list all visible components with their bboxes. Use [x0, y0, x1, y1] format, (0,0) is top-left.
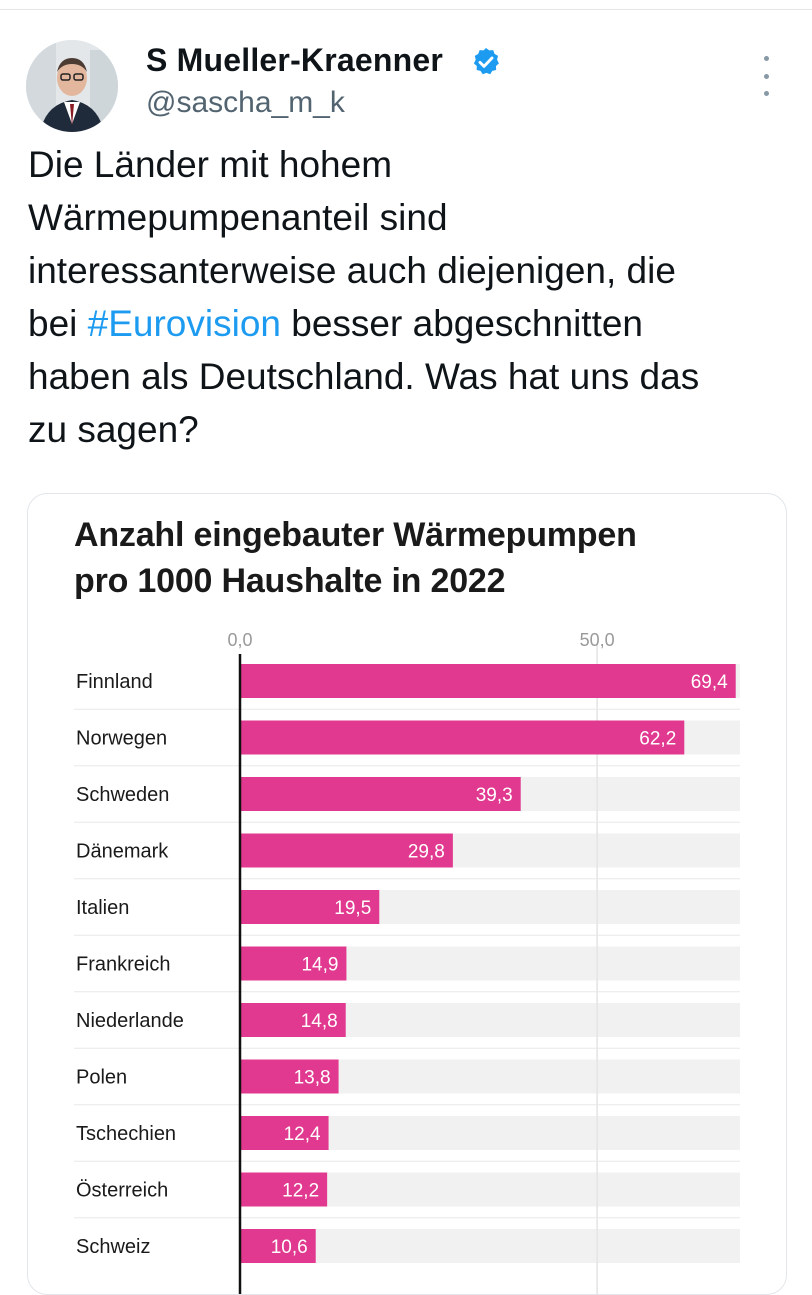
author-handle[interactable]: @sascha_m_k [146, 86, 345, 119]
category-label: Österreich [76, 1180, 168, 1202]
bar-value-label: 39,3 [476, 785, 513, 806]
bar-value-label: 29,8 [408, 842, 445, 863]
category-label: Dänemark [76, 841, 169, 863]
tweet-text-line: haben als Deutschland. Was hat uns das [28, 356, 700, 397]
category-label: Finnland [76, 671, 153, 693]
bar-value-label: 12,2 [282, 1181, 319, 1202]
bar-value-label: 62,2 [639, 729, 676, 750]
bar [240, 946, 347, 981]
category-label: Norwegen [76, 728, 167, 750]
category-label: Schweden [76, 784, 169, 806]
avatar[interactable] [26, 40, 118, 132]
bar-value-label: 14,8 [301, 1011, 338, 1032]
tweet-text-line: bei #Eurovision besser abgeschnitten [28, 297, 798, 350]
bar [240, 777, 521, 811]
bar [240, 1003, 346, 1037]
x-tick-label: 50,0 [580, 630, 615, 650]
more-options-icon[interactable] [752, 56, 780, 96]
bar [240, 890, 380, 924]
category-label: Polen [76, 1067, 127, 1089]
tweet-text-line: Die Länder mit hohem [28, 144, 393, 185]
category-label: Italien [76, 897, 129, 919]
tweet-text-line: zu sagen? [28, 409, 199, 450]
tweet-text-fragment: bei [28, 303, 88, 344]
bar [240, 1116, 329, 1150]
avatar-photo [26, 40, 118, 132]
bar-value-label: 69,4 [691, 672, 728, 693]
bar [240, 1229, 316, 1263]
category-label: Niederlande [76, 1010, 184, 1032]
hashtag-link[interactable]: #Eurovision [87, 303, 281, 344]
bar-value-label: 13,8 [294, 1068, 331, 1089]
top-divider [0, 9, 812, 10]
tweet-text-line: Wärmepumpenanteil sind [28, 197, 448, 238]
tweet-text-line: interessanterweise auch diejenigen, die [28, 250, 676, 291]
tweet-text: Die Länder mit hohem Wärmepumpenanteil s… [28, 138, 798, 456]
x-tick-label: 0,0 [227, 630, 252, 650]
bar [240, 664, 736, 698]
bar [240, 1059, 339, 1094]
bar-value-label: 14,9 [301, 955, 338, 976]
verified-badge-icon [473, 48, 499, 75]
tweet-text-fragment: besser abgeschnitten [281, 303, 644, 344]
media-card[interactable]: Anzahl eingebauter Wärmepumpen pro 1000 … [27, 493, 787, 1295]
author-name[interactable]: S Mueller-Kraenner [146, 42, 444, 78]
chart-title: Anzahl eingebauter Wärmepumpen pro 1000 … [74, 512, 637, 604]
bar-chart: 0,0 50,0 69,4 Finnland 62,2 Norwegen 39,3 Schwe… [74, 630, 740, 1294]
chart-title-line: Anzahl eingebauter Wärmepumpen [74, 516, 637, 554]
category-label: Schweiz [76, 1236, 150, 1258]
bar [240, 1172, 328, 1207]
bar [240, 833, 453, 868]
bar-value-label: 12,4 [284, 1124, 321, 1145]
category-label: Tschechien [76, 1123, 176, 1145]
bar-value-label: 19,5 [334, 898, 371, 919]
bar [240, 720, 685, 755]
category-label: Frankreich [76, 954, 170, 976]
chart-title-line: pro 1000 Haushalte in 2022 [74, 562, 506, 600]
bar-track [240, 1229, 740, 1263]
bar-value-label: 10,6 [271, 1237, 308, 1258]
